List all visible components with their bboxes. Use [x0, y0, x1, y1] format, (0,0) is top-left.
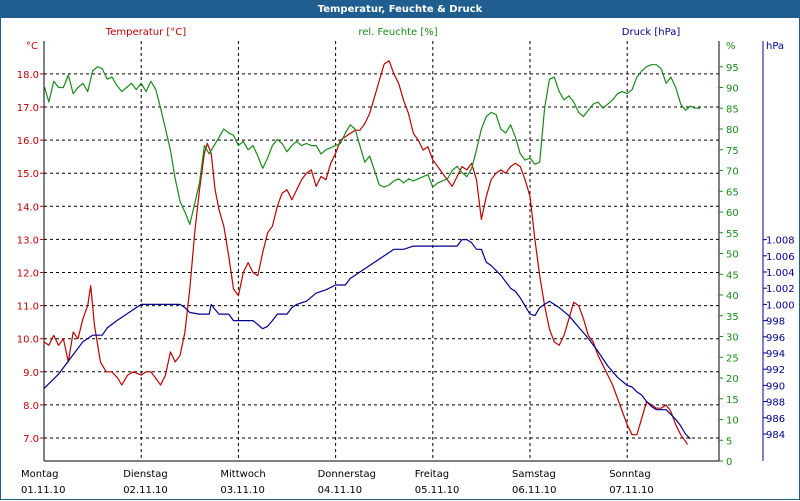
press-tick-label: 1.002	[766, 284, 795, 295]
press-tick-label: 988	[766, 398, 785, 409]
press-tick-label: 1.000	[766, 300, 795, 311]
temp-tick-label: 12.0	[17, 269, 39, 280]
hum-tick-label: 45	[726, 270, 739, 281]
temp-tick-label: 16.0	[17, 136, 39, 147]
hum-tick-label: 70	[726, 167, 739, 178]
temp-tick-label: 18.0	[17, 70, 39, 81]
window-title: Temperatur, Feuchte & Druck	[1, 1, 799, 18]
temp-tick-label: 17.0	[17, 103, 39, 114]
hum-tick-label: 0	[726, 457, 732, 468]
x-date-label: 07.11.10	[609, 485, 654, 496]
press-tick-label: 986	[766, 414, 785, 425]
hum-tick-label: 20	[726, 374, 739, 385]
press-axis-label: Druck [hPa]	[622, 27, 681, 38]
hum-tick-label: 35	[726, 312, 739, 323]
hum-tick-label: 95	[726, 63, 739, 74]
temp-tick-label: 10.0	[17, 335, 39, 346]
press-tick-label: 1.008	[766, 236, 795, 247]
hum-tick-label: 40	[726, 291, 739, 302]
press-tick-label: 990	[766, 381, 785, 392]
series-line-temp	[43, 60, 689, 445]
x-day-label: Dienstag	[123, 469, 168, 480]
x-day-label: Samstag	[512, 469, 556, 480]
temp-tick-label: 14.0	[17, 202, 39, 213]
temp-tick-label: 9.0	[23, 368, 39, 379]
press-tick-label: 984	[766, 430, 785, 441]
press-axis-unit: hPa	[766, 41, 784, 52]
hum-axis-label: rel. Feuchte [%]	[358, 27, 437, 38]
hum-tick-label: 65	[726, 187, 739, 198]
hum-tick-label: 60	[726, 208, 739, 219]
x-day-label: Sonntag	[609, 469, 651, 480]
press-tick-label: 1.004	[766, 268, 795, 279]
hum-tick-label: 25	[726, 353, 739, 364]
temp-tick-label: 15.0	[17, 169, 39, 180]
hum-tick-label: 15	[726, 395, 739, 406]
temp-tick-label: 13.0	[17, 235, 39, 246]
press-tick-label: 992	[766, 365, 785, 376]
press-tick-label: 996	[766, 333, 785, 344]
x-day-label: Mittwoch	[220, 469, 265, 480]
temp-tick-label: 11.0	[17, 302, 39, 313]
hum-tick-label: 30	[726, 333, 739, 344]
hum-tick-label: 50	[726, 250, 739, 261]
x-date-label: 06.11.10	[512, 485, 557, 496]
hum-tick-label: 10	[726, 416, 739, 427]
press-tick-label: 998	[766, 317, 785, 328]
temp-axis-label: Temperatur [°C]	[105, 27, 186, 38]
temp-tick-label: 8.0	[23, 401, 39, 412]
hum-tick-label: 90	[726, 84, 739, 95]
x-day-label: Donnerstag	[318, 469, 376, 480]
x-day-label: Montag	[21, 469, 58, 480]
x-date-label: 03.11.10	[220, 485, 265, 496]
hum-tick-label: 85	[726, 104, 739, 115]
x-date-label: 04.11.10	[318, 485, 363, 496]
hum-tick-label: 5	[726, 436, 732, 447]
hum-tick-label: 75	[726, 146, 739, 157]
x-date-label: 05.11.10	[415, 485, 460, 496]
x-date-label: 02.11.10	[123, 485, 168, 496]
x-day-label: Freitag	[415, 469, 449, 480]
x-date-label: 01.11.10	[21, 485, 66, 496]
press-tick-label: 994	[766, 349, 785, 360]
series-line-press	[43, 239, 691, 440]
hum-tick-label: 80	[726, 125, 739, 136]
hum-axis-unit: %	[726, 41, 736, 52]
series-line-hum	[43, 64, 701, 225]
temp-tick-label: 7.0	[23, 434, 39, 445]
press-tick-label: 1.006	[766, 252, 795, 263]
hum-tick-label: 55	[726, 229, 739, 240]
temp-axis-unit: °C	[26, 41, 38, 52]
